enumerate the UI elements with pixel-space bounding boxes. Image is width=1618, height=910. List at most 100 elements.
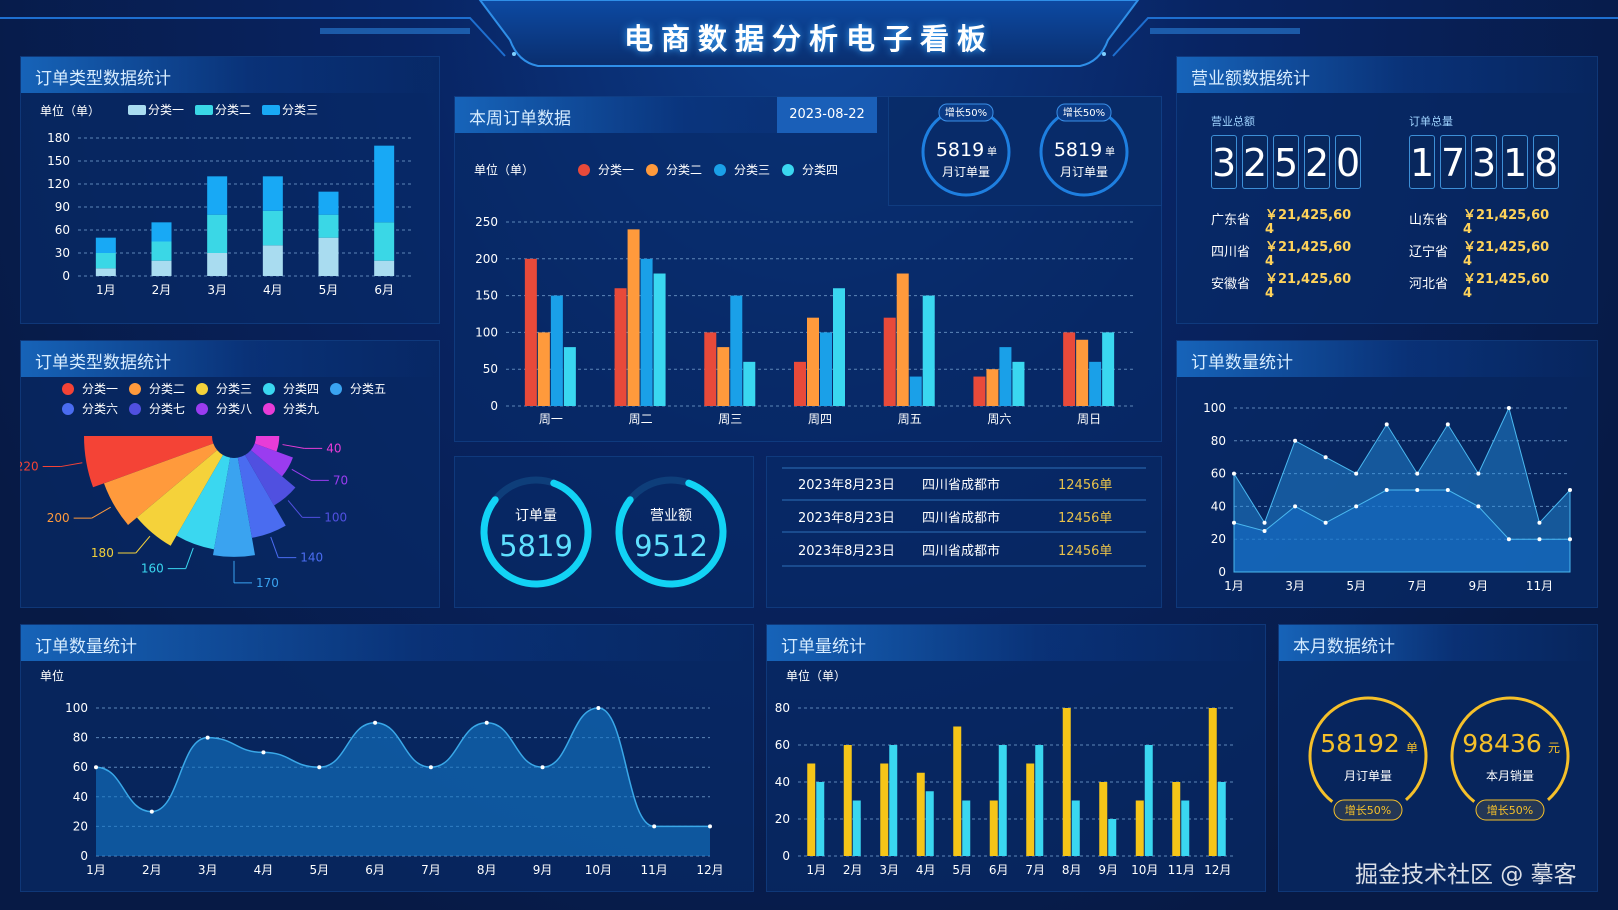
x-tick-label: 6月 bbox=[365, 863, 385, 877]
digit: 2 bbox=[1304, 135, 1330, 189]
data-point bbox=[484, 720, 489, 725]
data-point bbox=[149, 809, 154, 814]
data-label: 170 bbox=[256, 576, 279, 590]
x-tick-label: 周五 bbox=[898, 412, 922, 426]
data-point bbox=[1506, 406, 1511, 410]
data-point bbox=[428, 765, 433, 770]
legend-label: 分类一 bbox=[82, 382, 118, 396]
panel-header: 订单类型数据统计 bbox=[21, 57, 439, 93]
ring-panel bbox=[454, 456, 754, 608]
label-leader bbox=[291, 468, 312, 481]
x-tick-label: 3月 bbox=[1285, 579, 1305, 593]
x-tick-label: 9月 bbox=[1098, 863, 1118, 877]
row-city: 四川省成都市 bbox=[922, 510, 1000, 526]
legend-swatch bbox=[128, 105, 146, 115]
ring-gauges: 订单量 5819 营业额 9512 bbox=[480, 476, 727, 588]
data-point bbox=[1476, 471, 1481, 476]
digit: 5 bbox=[1273, 135, 1299, 189]
x-tick-label: 7月 bbox=[1407, 579, 1427, 593]
badge-tag-text: 增长50% bbox=[1063, 106, 1105, 119]
label-leader bbox=[135, 535, 151, 554]
data-point bbox=[1537, 537, 1542, 542]
x-tick-label: 周四 bbox=[808, 412, 832, 426]
bar-segment bbox=[95, 253, 116, 269]
bar-segment bbox=[262, 210, 283, 246]
bar bbox=[953, 726, 962, 856]
y-tick-label: 100 bbox=[1203, 401, 1226, 415]
date-label: 2023-08-22 bbox=[777, 97, 877, 133]
bar bbox=[820, 332, 832, 406]
bar-segment bbox=[207, 253, 228, 276]
ring-value: 9512 bbox=[634, 529, 708, 563]
y-tick-label: 100 bbox=[475, 325, 498, 339]
badge-tag bbox=[1056, 103, 1112, 122]
bar bbox=[1071, 800, 1080, 856]
bar-segment bbox=[374, 145, 395, 223]
bar bbox=[794, 361, 806, 406]
data-point bbox=[94, 765, 98, 770]
ring-progress bbox=[480, 476, 592, 588]
smooth-area-chart: 单位 0 20 40 60 80 100 1月 2月 3月 4月 5月 6月 7月 8月 9月 10月 11月 12… bbox=[40, 668, 724, 877]
rose-slice bbox=[254, 436, 280, 452]
x-tick-label: 1月 bbox=[96, 283, 116, 297]
bar bbox=[916, 772, 925, 856]
legend-label: 分类三 bbox=[282, 103, 318, 117]
bar bbox=[889, 745, 898, 856]
data-point bbox=[261, 750, 266, 755]
digit: 3 bbox=[1471, 135, 1497, 189]
bar bbox=[1217, 782, 1226, 856]
y-tick-label: 30 bbox=[55, 246, 70, 260]
x-tick-label: 4月 bbox=[916, 863, 936, 877]
unit-label: 单位 bbox=[40, 668, 64, 683]
bar bbox=[1108, 819, 1117, 856]
province-name: 广东省 bbox=[1211, 213, 1251, 228]
y-tick-label: 40 bbox=[1211, 499, 1226, 513]
bar bbox=[896, 273, 909, 406]
badges-panel bbox=[888, 96, 1162, 206]
data-point bbox=[1293, 438, 1298, 443]
y-tick-label: 50 bbox=[483, 362, 498, 376]
legend-swatch bbox=[196, 383, 208, 395]
x-tick-label: 8月 bbox=[1062, 863, 1082, 877]
y-tick-label: 60 bbox=[775, 738, 790, 752]
order-count-area-chart: 0 20 40 60 80 100 1月 3月 5月 7月 9月 11月 bbox=[1203, 401, 1572, 593]
bar-segment bbox=[262, 245, 283, 276]
x-tick-label: 周日 bbox=[1077, 412, 1101, 426]
bar bbox=[743, 361, 756, 406]
y-tick-label: 150 bbox=[475, 289, 498, 303]
row-date: 2023年8月23日 bbox=[798, 511, 895, 526]
bar-segment bbox=[95, 268, 116, 276]
data-point bbox=[540, 765, 545, 770]
bar bbox=[973, 376, 986, 406]
bar bbox=[852, 800, 861, 856]
province-name: 安徽省 bbox=[1211, 277, 1251, 292]
digit: 0 bbox=[1335, 135, 1361, 189]
bar bbox=[1181, 800, 1190, 856]
data-label: 100 bbox=[324, 510, 347, 524]
row-count: 12456单 bbox=[1058, 544, 1112, 559]
x-tick-label: 11月 bbox=[641, 863, 668, 877]
y-tick-label: 80 bbox=[1211, 434, 1226, 448]
bar bbox=[563, 347, 576, 406]
panel-header: 订单类型数据统计 bbox=[21, 341, 439, 377]
badge-value: 5819 bbox=[1054, 139, 1102, 161]
bar bbox=[922, 295, 935, 406]
data-label: 140 bbox=[300, 551, 323, 565]
bar bbox=[1062, 708, 1071, 856]
bar bbox=[1076, 339, 1089, 406]
x-tick-label: 7月 bbox=[1025, 863, 1045, 877]
area-line bbox=[95, 707, 710, 828]
bar bbox=[614, 288, 627, 406]
ring-label: 订单量 bbox=[515, 508, 557, 524]
legend-swatch bbox=[263, 383, 275, 395]
province-amount: ￥21,425,60 4 bbox=[1265, 272, 1352, 301]
y-tick-label: 20 bbox=[73, 819, 88, 833]
x-tick-label: 周二 bbox=[629, 412, 653, 426]
ring-progress bbox=[615, 476, 727, 588]
legend-swatch bbox=[62, 403, 74, 415]
bar-segment bbox=[318, 214, 339, 238]
legend-swatch bbox=[129, 403, 141, 415]
data-label: 70 bbox=[333, 473, 348, 487]
